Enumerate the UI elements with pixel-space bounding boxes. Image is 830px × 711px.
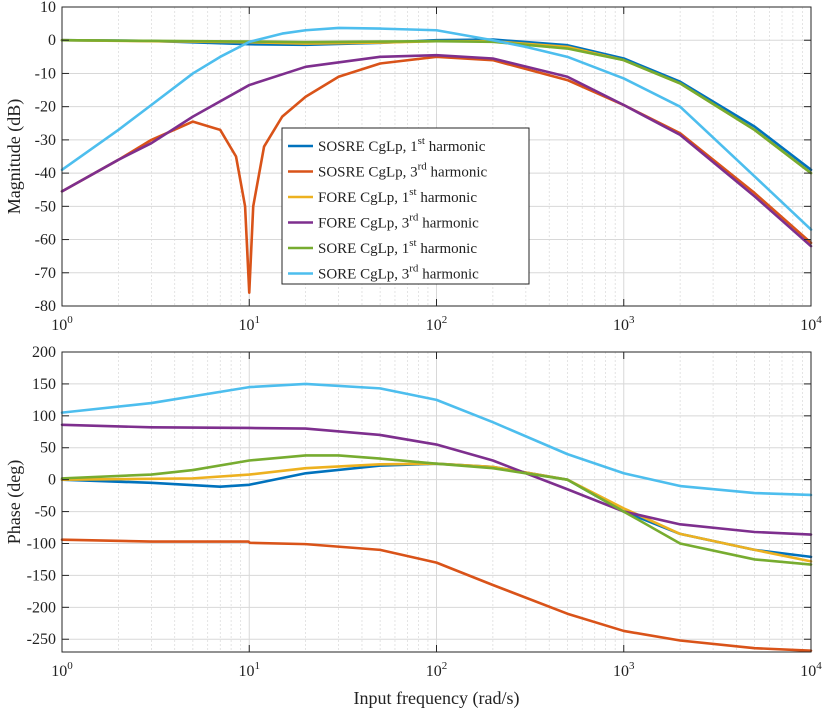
legend-items: SOSRE CgLp, 1st harmonic SOSRE CgLp, 3rd …: [288, 135, 488, 283]
magnitude-y-tick-label: -70: [35, 265, 56, 282]
magnitude-y-tick-labels: 10 0 -10 -20 -30 -40 -50 -60 -70 -80: [35, 0, 56, 315]
phase-x-tick-label: 100: [51, 660, 73, 680]
magnitude-y-tick-label: 0: [48, 32, 56, 49]
magnitude-y-tick-label: -80: [35, 298, 56, 315]
legend-label-5: SORE CgLp, 3rd harmonic: [318, 263, 479, 283]
magnitude-y-tick-label: 10: [40, 0, 56, 16]
magnitude-y-tick-label: -10: [35, 65, 56, 82]
magnitude-x-tick-label: 101: [239, 314, 261, 334]
phase-y-tick-labels: 200 150 100 50 0 -50 -100 -150 -200 -250: [27, 344, 56, 648]
phase-y-tick-label: 50: [40, 440, 56, 457]
phase-series-line-5: [60, 382, 813, 497]
magnitude-series-line-4: [60, 38, 813, 175]
phase-series: [60, 382, 813, 653]
phase-x-tick-label: 102: [426, 660, 448, 680]
magnitude-series-line-0: [60, 38, 813, 172]
phase-x-axis-label: Input frequency (rad/s): [354, 688, 520, 709]
phase-series-line-3: [60, 423, 813, 536]
phase-y-tick-label: -250: [27, 631, 56, 648]
phase-ticks: [61, 351, 812, 652]
phase-x-tick-label: 104: [800, 660, 822, 680]
legend-label-3: FORE CgLp, 3rd harmonic: [318, 212, 479, 232]
legend-box: [281, 127, 530, 285]
magnitude-x-tick-labels: 100 101 102 103 104: [51, 314, 822, 334]
phase-y-tick-label: 150: [32, 376, 56, 393]
magnitude-y-tick-label: -60: [35, 232, 56, 249]
legend: SOSRE CgLp, 1st harmonic SOSRE CgLp, 3rd …: [281, 127, 530, 285]
magnitude-y-tick-label: -30: [35, 132, 56, 149]
phase-x-tick-label: 103: [613, 660, 635, 680]
legend-label-1: SOSRE CgLp, 3rd harmonic: [318, 161, 488, 181]
magnitude-x-tick-label: 100: [51, 314, 73, 334]
phase-y-tick-label: 0: [48, 472, 56, 489]
magnitude-x-tick-label: 102: [426, 314, 448, 334]
legend-label-4: SORE CgLp, 1st harmonic: [318, 237, 477, 257]
phase-y-tick-label: -200: [27, 599, 56, 616]
phase-y-tick-label: -100: [27, 535, 56, 552]
magnitude-x-tick-label: 103: [613, 314, 635, 334]
phase-y-tick-label: 100: [32, 408, 56, 425]
magnitude-series-line-3: [60, 53, 813, 248]
legend-label-0: SOSRE CgLp, 1st harmonic: [318, 135, 486, 155]
magnitude-x-tick-label: 104: [800, 314, 822, 334]
magnitude-y-axis-label: Magnitude (dB): [4, 99, 25, 214]
phase-y-tick-label: 200: [32, 344, 56, 361]
legend-label-2: FORE CgLp, 1st harmonic: [318, 186, 477, 206]
phase-y-axis-label: Phase (deg): [4, 460, 25, 544]
phase-series-line-4: [60, 454, 813, 566]
magnitude-ticks: [61, 6, 812, 307]
magnitude-series-line-5: [60, 26, 813, 231]
phase-y-tick-label: -150: [27, 567, 56, 584]
magnitude-y-tick-label: -40: [35, 165, 56, 182]
phase-y-tick-label: -50: [35, 504, 56, 521]
magnitude-y-tick-label: -50: [35, 198, 56, 215]
phase-x-tick-label: 101: [239, 660, 261, 680]
magnitude-series: [60, 26, 813, 295]
magnitude-y-tick-label: -20: [35, 99, 56, 116]
phase-x-tick-labels: 100 101 102 103 104: [51, 660, 822, 680]
phase-series-line-1: [60, 538, 813, 653]
